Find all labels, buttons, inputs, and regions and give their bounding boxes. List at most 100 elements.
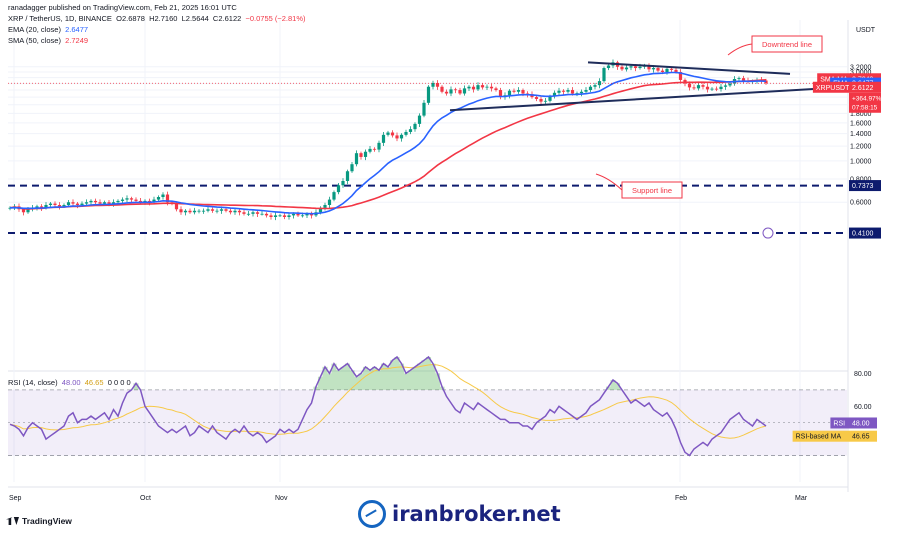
- candle-body: [26, 209, 30, 213]
- candle-body: [192, 210, 197, 213]
- candle-body: [404, 131, 408, 135]
- x-tick-label: Sep: [9, 495, 22, 502]
- candle-body: [570, 90, 575, 94]
- candle-body: [8, 207, 12, 209]
- rsi-label-tag: RSI: [833, 420, 845, 427]
- price-label-extra: +364.97%: [852, 95, 882, 102]
- candle-body: [660, 70, 665, 72]
- candle-body: [692, 87, 696, 89]
- rsi-label-tag: RSI-based MA: [796, 434, 842, 441]
- candle-body: [422, 102, 426, 116]
- candle-body: [188, 210, 192, 213]
- low-value: 2.5644: [185, 14, 209, 23]
- x-tick-label: Feb: [675, 495, 687, 502]
- candle-body: [408, 129, 413, 132]
- candle-body: [521, 90, 525, 94]
- candle-body: [237, 210, 242, 213]
- y-tick-label: 1.4000: [850, 131, 872, 138]
- candle-body: [467, 86, 471, 89]
- published-by: ranadagger published on TradingView.com,…: [8, 3, 237, 12]
- candle-body: [345, 171, 350, 182]
- candle-body: [417, 115, 422, 124]
- candle-body: [489, 86, 494, 89]
- candle-body: [368, 148, 372, 152]
- candle-body: [156, 197, 161, 200]
- price-label-value: 0.4100: [852, 231, 874, 238]
- price-label-extra-bg: [849, 92, 881, 113]
- candle-body: [224, 209, 228, 211]
- candle-body: [381, 134, 386, 143]
- tradingview-logo-icon: [6, 517, 19, 525]
- rsi-y-tick-label: 80.00: [854, 371, 872, 378]
- candle-body: [620, 66, 624, 70]
- y-tick-label: 1.0000: [850, 158, 872, 165]
- candle-body: [93, 200, 98, 203]
- price-label-bg: [849, 227, 881, 239]
- candle-body: [552, 92, 557, 97]
- tradingview-logo[interactable]: TradingView: [6, 516, 72, 526]
- candle-body: [525, 93, 530, 95]
- candle-body: [674, 69, 678, 72]
- support-line: [449, 87, 819, 112]
- candle-body: [593, 85, 597, 87]
- candle-body: [120, 199, 125, 201]
- candle-body: [102, 202, 107, 204]
- sma-50-line: [9, 79, 767, 210]
- candle-body: [273, 215, 278, 217]
- candle-body: [197, 210, 201, 212]
- candle-body: [287, 215, 291, 217]
- rsi-label-value: 48.00: [852, 420, 870, 427]
- candle-body: [458, 90, 462, 94]
- candle-body: [255, 212, 260, 214]
- symbol-title: XRP / TetherUS, 1D, BINANCE: [8, 14, 112, 23]
- price-label: 0.4100: [849, 227, 881, 239]
- candle-body: [719, 86, 723, 90]
- candle-body: [300, 215, 305, 217]
- ema-legend-value: 2.6477: [65, 25, 89, 34]
- candle-body: [251, 212, 255, 214]
- price-label-value: 2.6122: [852, 85, 874, 92]
- watermark: iranbroker.net: [358, 500, 561, 528]
- candle-body: [44, 204, 48, 208]
- candle-body: [341, 181, 345, 186]
- candle-body: [435, 82, 440, 87]
- candle-body: [741, 78, 746, 81]
- candle-body: [588, 86, 593, 91]
- rsi-legend[interactable]: RSI (14, close) 48.00 46.65 0 0 0 0: [8, 378, 131, 387]
- ema-legend[interactable]: EMA (20, close) 2.6477: [8, 25, 89, 34]
- candle-body: [309, 213, 314, 216]
- candle-body: [687, 83, 692, 88]
- candle-body: [651, 68, 656, 70]
- candle-body: [534, 97, 539, 99]
- candle-body: [566, 90, 570, 92]
- candle-body: [440, 86, 444, 92]
- sma-legend[interactable]: SMA (50, close) 2.7249: [8, 36, 89, 45]
- candle-body: [84, 202, 89, 204]
- candle-body: [656, 68, 660, 71]
- candle-body: [152, 199, 156, 203]
- candle-body: [246, 213, 251, 215]
- candle-body: [539, 98, 543, 102]
- x-tick-label: Nov: [275, 495, 288, 502]
- candle-body: [350, 164, 354, 172]
- candle-body: [134, 199, 138, 201]
- candle-body: [665, 68, 669, 72]
- downtrend-annotation-box: [751, 35, 823, 53]
- candle-body: [228, 210, 233, 213]
- candle-body: [575, 93, 579, 94]
- candle-body: [219, 209, 224, 211]
- candle-body: [138, 200, 143, 203]
- price-label: 0.7373: [849, 180, 881, 192]
- candle-body: [80, 203, 84, 205]
- candle-body: [48, 203, 53, 205]
- rsi-price-label: RSI 48.00: [830, 417, 877, 429]
- candle-body: [291, 213, 296, 216]
- open-value: 2.6878: [121, 14, 145, 23]
- candle-body: [332, 192, 336, 200]
- candle-body: [75, 203, 80, 205]
- candle-body: [305, 213, 309, 216]
- y-tick-label: 3.0000: [850, 69, 872, 76]
- candle-body: [377, 142, 381, 150]
- rsi-y-tick-label: 60.00: [854, 404, 872, 411]
